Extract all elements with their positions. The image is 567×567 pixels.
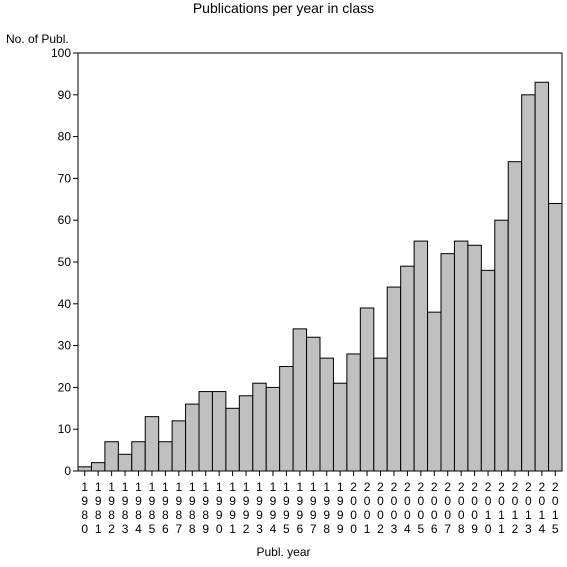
x-axis-title: Publ. year — [256, 545, 311, 559]
bar-1996 — [292, 328, 308, 472]
bar-2007 — [440, 253, 455, 472]
bar-1999 — [332, 382, 348, 472]
bar-1983 — [117, 453, 133, 472]
bar-1994 — [265, 386, 281, 472]
bar-1993 — [252, 382, 267, 472]
y-tick-label: 90 — [58, 88, 72, 102]
bar-2011 — [494, 219, 509, 472]
bar-1995 — [279, 366, 294, 472]
plot-frame — [77, 52, 563, 472]
y-tick-label: 60 — [58, 213, 72, 227]
y-tick-label: 70 — [58, 171, 72, 185]
bar-2004 — [400, 265, 415, 472]
bar-2008 — [453, 240, 469, 472]
bar-1981 — [90, 462, 106, 472]
bar-1992 — [238, 395, 254, 472]
bar-1998 — [319, 357, 334, 472]
bar-2009 — [467, 244, 482, 472]
x-axis: 1 9 8 0 1 9 8 1 1 9 8 2 1 9 8 3 1 9 8 4 1 9 8 5 1 9 8 6 1 9 8 7 1 9 8 8 1 9 8 9… — [81, 471, 559, 536]
bar-1989 — [198, 391, 213, 472]
bar-1988 — [185, 403, 200, 472]
y-tick-label: 0 — [64, 464, 71, 478]
bar-2010 — [480, 269, 496, 472]
y-tick-label: 10 — [58, 422, 72, 436]
bar-1997 — [306, 336, 321, 472]
y-tick-label: 40 — [58, 297, 72, 311]
bar-1991 — [225, 407, 240, 472]
y-axis-title: No. of Publ. — [6, 32, 69, 46]
bars — [77, 81, 563, 472]
bar-1986 — [158, 441, 173, 472]
bar-2006 — [427, 311, 442, 472]
y-axis: 0 10 20 30 40 50 60 70 80 90 100 — [51, 46, 78, 478]
bar-1987 — [171, 420, 187, 472]
bar-2013 — [521, 94, 536, 472]
y-tick-label: 100 — [51, 46, 71, 60]
bar-2003 — [386, 286, 402, 472]
bar-1990 — [211, 391, 227, 472]
bar-2015 — [548, 202, 563, 472]
bar-1984 — [131, 441, 146, 472]
bar-2000 — [346, 353, 361, 472]
bar-2002 — [373, 357, 388, 472]
bar-2005 — [413, 240, 429, 472]
bar-2012 — [507, 161, 523, 472]
bar-2014 — [534, 81, 550, 472]
y-tick-label: 80 — [58, 130, 72, 144]
bar-1982 — [104, 441, 119, 472]
y-tick-label: 30 — [58, 339, 72, 353]
y-tick-label: 20 — [58, 380, 72, 394]
bar-2001 — [359, 307, 375, 472]
bar-1980 — [77, 466, 92, 472]
bar-1985 — [144, 416, 160, 472]
y-tick-label: 50 — [58, 255, 72, 269]
chart-title: Publications per year in class — [192, 0, 375, 16]
